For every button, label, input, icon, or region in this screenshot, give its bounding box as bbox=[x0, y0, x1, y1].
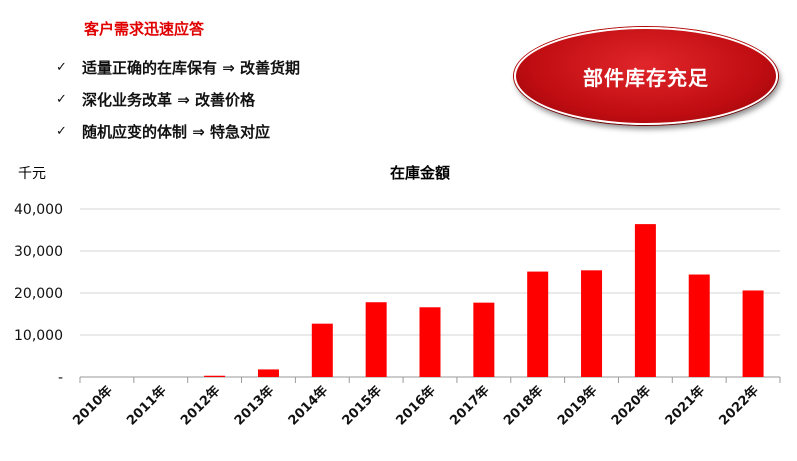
bar bbox=[742, 290, 764, 377]
x-tick-label: 2019年 bbox=[554, 383, 600, 429]
bar bbox=[634, 224, 656, 377]
bullet-text: 随机应变的体制 ⇒ 特急对应 bbox=[82, 122, 271, 141]
bar bbox=[311, 323, 333, 377]
x-tick-label: 2014年 bbox=[285, 383, 331, 429]
stock-sufficient-badge: 部件库存充足 bbox=[514, 27, 778, 125]
x-tick-label: 2018年 bbox=[500, 383, 546, 429]
check-icon: ✓ bbox=[56, 123, 67, 139]
check-icon: ✓ bbox=[56, 91, 67, 107]
bar bbox=[419, 307, 441, 377]
x-tick-label: 2022年 bbox=[716, 383, 762, 429]
bullet-item: ✓ 随机应变的体制 ⇒ 特急对应 bbox=[56, 115, 300, 147]
x-tick-label: 2021年 bbox=[662, 383, 708, 429]
bullet-item: ✓ 深化业务改革 ⇒ 改善价格 bbox=[56, 83, 300, 115]
x-tick-label: 2013年 bbox=[231, 383, 277, 429]
x-tick-label: 2015年 bbox=[339, 383, 385, 429]
y-tick-label: - bbox=[58, 370, 63, 386]
y-tick-label: 40,000 bbox=[14, 202, 63, 218]
check-icon: ✓ bbox=[56, 59, 67, 75]
bar bbox=[527, 271, 549, 377]
x-tick-label: 2020年 bbox=[608, 383, 654, 429]
x-tick-label: 2010年 bbox=[70, 383, 116, 429]
y-tick-label: 10,000 bbox=[14, 328, 63, 344]
bullet-text: 适量正确的在库保有 ⇒ 改善货期 bbox=[82, 58, 301, 77]
bar bbox=[257, 369, 279, 377]
bar bbox=[204, 375, 226, 377]
x-tick-label: 2016年 bbox=[393, 383, 439, 429]
x-tick-label: 2017年 bbox=[447, 383, 493, 429]
bar bbox=[581, 270, 603, 377]
y-tick-label: 30,000 bbox=[14, 244, 63, 260]
unit-label: 千元 bbox=[18, 166, 46, 182]
bar bbox=[473, 302, 495, 377]
bullet-text: 深化业务改革 ⇒ 改善价格 bbox=[82, 90, 256, 109]
bullet-list: ✓ 适量正确的在库保有 ⇒ 改善货期 ✓ 深化业务改革 ⇒ 改善价格 ✓ 随机应… bbox=[56, 51, 300, 147]
y-tick-label: 20,000 bbox=[14, 286, 63, 302]
headline: 客户需求迅速应答 bbox=[84, 20, 205, 38]
bar bbox=[688, 274, 710, 377]
bar bbox=[365, 302, 387, 377]
x-tick-label: 2011年 bbox=[124, 383, 170, 429]
x-tick-label: 2012年 bbox=[177, 383, 223, 429]
chart-title: 在庫金額 bbox=[390, 164, 450, 182]
badge-label: 部件库存充足 bbox=[583, 65, 709, 90]
bullet-item: ✓ 适量正确的在库保有 ⇒ 改善货期 bbox=[56, 51, 300, 83]
